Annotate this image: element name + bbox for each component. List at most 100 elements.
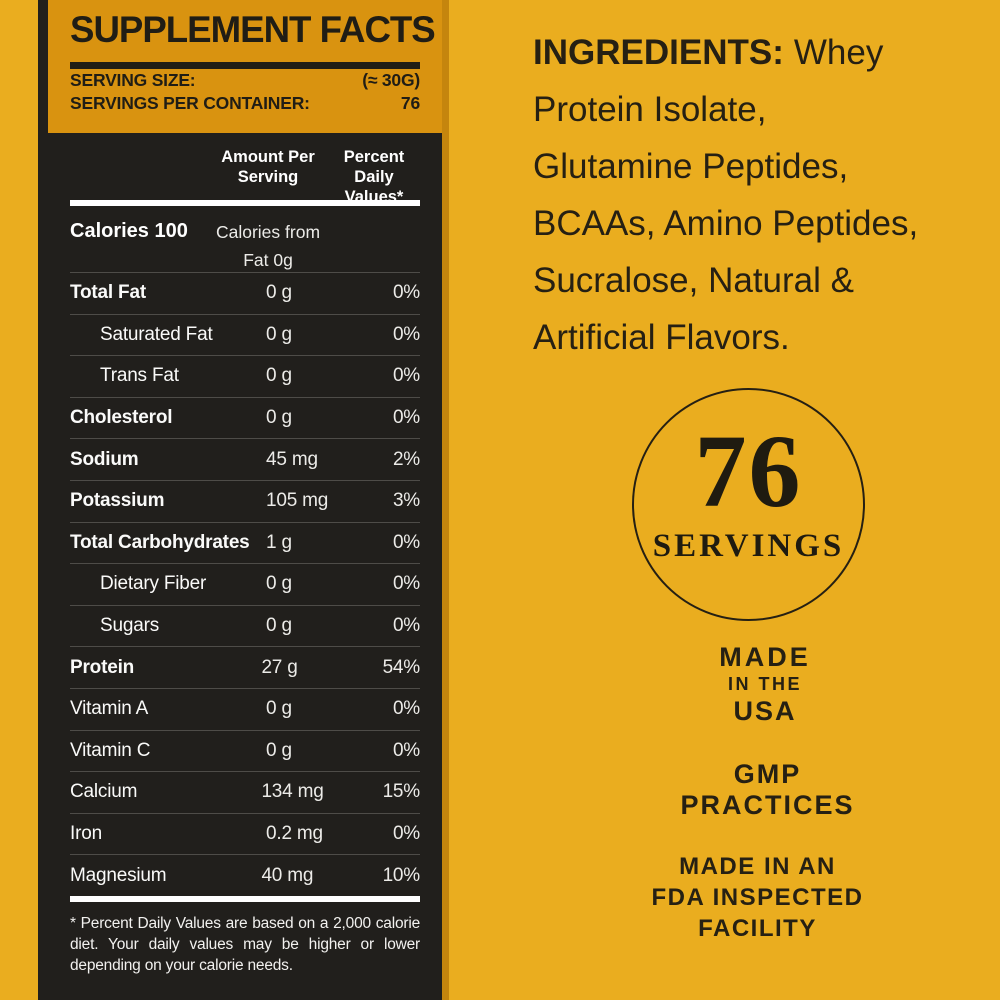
servings-per-container-label: SERVINGS PER CONTAINER: (70, 93, 310, 113)
fda-line: MADE IN AN (679, 853, 836, 880)
servings-per-container-value: 76 (400, 93, 420, 113)
nutrient-name: Vitamin C (70, 739, 151, 761)
nutrient-name: Saturated Fat (100, 323, 213, 345)
nutrient-name: Magnesium (70, 864, 167, 886)
nutrient-name: Calcium (70, 781, 138, 803)
table-row: Vitamin C 0 g 0% (70, 729, 420, 772)
nutrient-percent: 0% (392, 573, 420, 595)
ingredients-line: Whey (793, 33, 884, 72)
nutrient-amount: 0 g (266, 573, 292, 595)
table-row: Iron 0.2 mg 0% (70, 812, 420, 855)
serving-size-row: SERVING SIZE: (≈ 30G) (70, 69, 420, 92)
nutrient-percent: 54% (382, 656, 421, 678)
nutrient-amount: 0 g (266, 739, 292, 761)
table-column-headers: Amount Per Serving Percent Daily Values* (70, 133, 420, 206)
ingredients-line: Artificial Flavors. (533, 318, 790, 357)
table-row: Saturated Fat 0 g 0% (70, 313, 420, 356)
table-row: Vitamin A 0 g 0% (70, 687, 420, 730)
table-row: Calcium 134 mg 15% (70, 771, 420, 813)
made-in-usa-claim: MADE IN THE USA (665, 641, 865, 726)
footer-thick-bar (70, 895, 420, 902)
nutrient-percent: 0% (392, 615, 420, 637)
nutrient-name: Potassium (70, 490, 165, 512)
nutrient-amount: 0 g (266, 698, 292, 720)
nutrient-percent: 0% (392, 407, 420, 429)
ingredients-label: INGREDIENTS: (533, 33, 784, 72)
nutrient-percent: 0% (392, 365, 420, 387)
nutrient-percent: 0% (392, 282, 420, 304)
header-thick-bar (70, 200, 420, 206)
ingredients-line: Glutamine Peptides, (533, 147, 849, 186)
nutrient-name: Protein (70, 656, 135, 678)
calories-from-fat: Calories from Fat 0g (215, 222, 321, 270)
servings-per-container-row: SERVINGS PER CONTAINER: 76 (70, 92, 420, 115)
header-divider (70, 62, 420, 69)
nutrient-name: Total Carbohydrates (70, 531, 250, 553)
percent-column-header: Percent Daily Values* (343, 148, 405, 206)
serving-size-label: SERVING SIZE: (70, 70, 196, 90)
made-in-usa-line: IN THE (727, 674, 802, 694)
calories-label: Calories 100 (70, 220, 188, 242)
nutrient-percent: 0% (392, 323, 420, 345)
nutrient-amount: 27 g (261, 656, 298, 678)
nutrient-amount: 1 g (266, 531, 292, 553)
nutrient-name: Vitamin A (70, 698, 149, 720)
fda-facility-claim: MADE IN AN FDA INSPECTED FACILITY (610, 851, 905, 944)
nutrient-percent: 0% (392, 739, 420, 761)
panel-header: SUPPLEMENT FACTS SERVING SIZE: (≈ 30G) S… (48, 0, 442, 133)
panel-title: SUPPLEMENT FACTS (70, 9, 436, 50)
nutrient-name: Sugars (100, 615, 160, 637)
table-row: Sugars 0 g 0% (70, 604, 420, 647)
nutrient-percent: 10% (382, 864, 421, 886)
nutrient-name: Sodium (70, 448, 139, 470)
supplement-facts-panel: SUPPLEMENT FACTS SERVING SIZE: (≈ 30G) S… (38, 0, 449, 1000)
gmp-line: PRACTICES (680, 790, 855, 820)
made-in-usa-line: USA (733, 696, 797, 726)
nutrient-amount: 0.2 mg (266, 823, 323, 845)
nutrient-amount: 105 mg (266, 490, 329, 512)
nutrient-percent: 3% (392, 490, 420, 512)
nutrient-name: Cholesterol (70, 407, 173, 429)
nutrient-amount: 0 g (266, 323, 292, 345)
column-header-spacer (70, 147, 212, 187)
gmp-line: GMP (733, 759, 802, 789)
table-row: Cholesterol 0 g 0% (70, 396, 420, 439)
amount-column-header: Amount Per Serving (221, 148, 315, 186)
servings-badge: 76 SERVINGS (632, 388, 865, 621)
servings-badge-number: 76 (694, 414, 803, 529)
serving-size-value: (≈ 30G) (362, 70, 420, 90)
panel-body: Amount Per Serving Percent Daily Values*… (38, 133, 442, 976)
ingredients-line: Protein Isolate, (533, 90, 767, 129)
table-row: Trans Fat 0 g 0% (70, 355, 420, 397)
table-row: Sodium 45 mg 2% (70, 438, 420, 480)
nutrient-amount: 134 mg (261, 781, 324, 803)
gmp-practices-claim: GMP PRACTICES (645, 759, 890, 821)
table-row: Total Fat 0 g 0% (70, 272, 420, 314)
calories-row: Calories 100 Calories from Fat 0g (70, 206, 420, 272)
table-row: Total Carbohydrates 1 g 0% (70, 521, 420, 564)
nutrient-amount: 0 g (266, 615, 292, 637)
nutrient-percent: 0% (392, 698, 420, 720)
nutrient-amount: 40 mg (261, 864, 314, 886)
nutrient-amount: 0 g (266, 365, 292, 387)
table-row: Dietary Fiber 0 g 0% (70, 563, 420, 605)
nutrient-percent: 15% (382, 781, 421, 803)
fda-line: FACILITY (698, 915, 817, 942)
nutrient-rows: Total Fat 0 g 0% Saturated Fat 0 g 0% Tr… (70, 272, 420, 896)
nutrient-name: Iron (70, 823, 102, 845)
daily-values-footnote: * Percent Daily Values are based on a 2,… (70, 914, 420, 974)
ingredients-first-line: INGREDIENTS: Whey (533, 24, 981, 81)
ingredients-line: Sucralose, Natural & (533, 261, 854, 300)
nutrient-percent: 0% (392, 823, 420, 845)
nutrient-name: Trans Fat (100, 365, 179, 387)
nutrient-amount: 0 g (266, 407, 292, 429)
nutrient-amount: 0 g (266, 282, 292, 304)
servings-badge-label: SERVINGS (652, 528, 845, 564)
table-row: Protein 27 g 54% (70, 646, 420, 688)
nutrient-amount: 45 mg (266, 448, 318, 470)
nutrient-name: Dietary Fiber (100, 573, 207, 595)
ingredients-paragraph: INGREDIENTS: Whey Protein Isolate, Glutam… (533, 24, 981, 366)
fda-line: FDA INSPECTED (651, 884, 864, 911)
table-row: Potassium 105 mg 3% (70, 479, 420, 522)
nutrient-percent: 0% (392, 531, 420, 553)
